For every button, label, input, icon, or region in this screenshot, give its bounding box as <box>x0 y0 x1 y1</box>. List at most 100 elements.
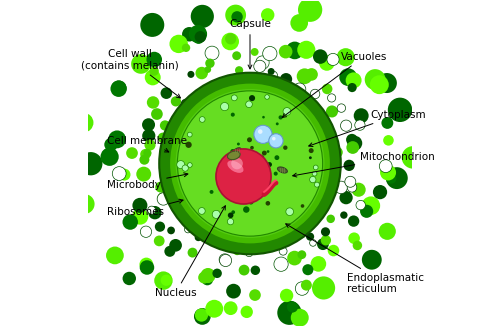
Circle shape <box>167 227 175 234</box>
Circle shape <box>240 158 242 161</box>
Circle shape <box>212 210 220 218</box>
Circle shape <box>373 185 387 199</box>
Circle shape <box>147 96 160 109</box>
Circle shape <box>310 89 320 99</box>
Circle shape <box>225 33 236 44</box>
Text: Microbody: Microbody <box>108 173 188 190</box>
Circle shape <box>380 164 396 181</box>
Circle shape <box>291 309 308 327</box>
Circle shape <box>280 73 292 85</box>
Circle shape <box>336 48 355 66</box>
Text: Cytoplasm: Cytoplasm <box>309 110 426 146</box>
Circle shape <box>267 162 272 167</box>
Circle shape <box>200 268 216 283</box>
Circle shape <box>190 5 214 28</box>
Circle shape <box>258 129 262 134</box>
Circle shape <box>140 13 164 37</box>
Circle shape <box>144 140 156 151</box>
Circle shape <box>106 247 124 264</box>
Circle shape <box>232 210 235 214</box>
Ellipse shape <box>278 167 287 173</box>
Circle shape <box>247 137 252 142</box>
Circle shape <box>346 72 362 88</box>
Ellipse shape <box>233 148 241 153</box>
Circle shape <box>296 282 309 295</box>
Circle shape <box>386 167 408 189</box>
Circle shape <box>74 113 94 132</box>
Circle shape <box>140 226 151 237</box>
Circle shape <box>250 266 260 275</box>
Circle shape <box>181 99 191 109</box>
Circle shape <box>269 134 283 148</box>
Circle shape <box>313 166 316 169</box>
Circle shape <box>253 158 257 162</box>
Circle shape <box>157 192 169 204</box>
Circle shape <box>276 122 278 125</box>
Text: Endoplasmatic
reticulum: Endoplasmatic reticulum <box>286 224 424 294</box>
Circle shape <box>237 143 240 146</box>
Circle shape <box>302 264 314 275</box>
Ellipse shape <box>228 161 244 173</box>
Circle shape <box>352 183 366 197</box>
Circle shape <box>232 51 241 60</box>
Circle shape <box>75 194 94 214</box>
Circle shape <box>154 271 172 290</box>
Circle shape <box>254 60 266 72</box>
Circle shape <box>140 258 153 271</box>
Circle shape <box>194 31 206 43</box>
Circle shape <box>283 108 291 115</box>
Circle shape <box>231 194 236 199</box>
Circle shape <box>356 200 366 210</box>
Circle shape <box>370 75 389 94</box>
Circle shape <box>321 227 330 236</box>
Circle shape <box>220 254 232 267</box>
Circle shape <box>266 150 270 153</box>
Circle shape <box>261 8 274 22</box>
Circle shape <box>354 108 368 123</box>
Circle shape <box>332 147 343 158</box>
Circle shape <box>142 118 155 131</box>
Circle shape <box>309 156 312 159</box>
Circle shape <box>305 68 318 81</box>
Circle shape <box>151 108 163 120</box>
Circle shape <box>205 46 219 60</box>
Circle shape <box>250 48 258 56</box>
Circle shape <box>182 43 190 52</box>
Circle shape <box>148 206 162 219</box>
Circle shape <box>140 155 149 165</box>
Circle shape <box>122 214 138 230</box>
Circle shape <box>155 222 165 232</box>
Circle shape <box>340 211 347 219</box>
Circle shape <box>344 160 355 171</box>
Circle shape <box>314 182 320 187</box>
Circle shape <box>176 89 324 238</box>
Circle shape <box>274 155 280 160</box>
Circle shape <box>266 201 270 206</box>
Circle shape <box>312 171 317 176</box>
Circle shape <box>262 116 265 118</box>
Circle shape <box>126 147 138 159</box>
Ellipse shape <box>228 151 240 160</box>
Circle shape <box>79 152 102 175</box>
Circle shape <box>142 129 156 142</box>
Circle shape <box>402 146 424 169</box>
Circle shape <box>182 165 188 171</box>
Circle shape <box>216 149 271 204</box>
Circle shape <box>279 247 287 255</box>
Circle shape <box>160 275 172 286</box>
Circle shape <box>136 167 151 181</box>
Circle shape <box>328 94 336 102</box>
Circle shape <box>210 190 214 194</box>
Circle shape <box>145 69 160 85</box>
Circle shape <box>148 206 156 214</box>
Circle shape <box>268 71 278 81</box>
Circle shape <box>306 232 314 241</box>
Text: Mitochondrion: Mitochondrion <box>292 152 435 177</box>
Circle shape <box>189 25 207 43</box>
Circle shape <box>184 226 192 233</box>
Circle shape <box>206 300 223 318</box>
Circle shape <box>248 199 254 204</box>
Circle shape <box>274 172 278 176</box>
Circle shape <box>286 208 294 215</box>
Circle shape <box>383 135 394 146</box>
